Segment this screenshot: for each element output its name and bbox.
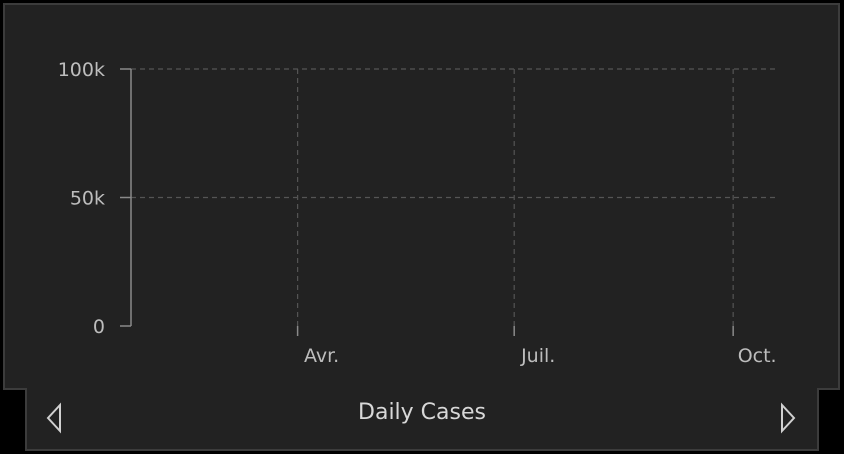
chevron-left-outline-icon[interactable] — [42, 402, 66, 434]
y-tick-label: 0 — [93, 316, 105, 338]
x-tick-label: Juil. — [520, 345, 555, 367]
y-tick-label: 50k — [70, 188, 105, 210]
grid-lines — [131, 68, 776, 326]
y-tick-label: 100k — [58, 59, 105, 81]
chevron-right-outline-icon[interactable] — [776, 402, 800, 434]
panel-background — [3, 3, 840, 451]
chart-footer-title: Daily Cases — [358, 400, 486, 425]
x-tick-label: Oct. — [738, 345, 777, 367]
x-tick-label: Avr. — [304, 345, 339, 367]
axes — [120, 68, 734, 336]
tick-labels: 0 50k 100k Avr. Juil. Oct. — [58, 59, 777, 367]
